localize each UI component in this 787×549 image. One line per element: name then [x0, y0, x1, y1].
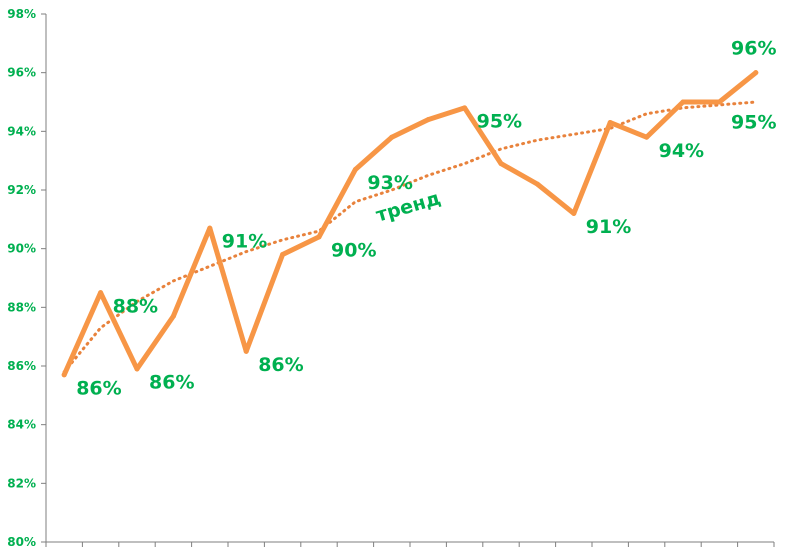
data-point	[607, 120, 613, 126]
y-tick-label: 88%	[7, 300, 36, 314]
data-label: 91%	[586, 216, 631, 238]
series-path	[61, 70, 759, 378]
data-point	[753, 70, 759, 76]
y-tick-label: 98%	[7, 7, 36, 21]
series-line	[61, 70, 759, 378]
data-point	[352, 166, 358, 172]
data-label: 86%	[76, 377, 121, 399]
y-tick-label: 84%	[7, 418, 36, 432]
y-axis-ticks: 80% 82% 84% 86% 88% 90% 92% 94% 96% 98%	[7, 7, 46, 549]
y-tick-label: 80%	[7, 535, 36, 549]
data-point	[462, 105, 468, 111]
data-label: 88%	[113, 295, 158, 317]
data-label: 96%	[731, 37, 776, 59]
data-point	[534, 181, 540, 187]
data-point	[207, 225, 213, 231]
data-point	[498, 161, 504, 167]
y-tick-label: 90%	[7, 242, 36, 256]
data-point	[98, 290, 104, 296]
data-point	[425, 117, 431, 123]
trendline-path	[62, 100, 758, 374]
data-point	[280, 252, 286, 258]
trendline-end-label: 95%	[731, 112, 776, 134]
data-labels: 86% 88% 86% 91% 86% 90% 93% 95% 91% 94% 96% 95%	[76, 37, 776, 399]
y-tick-label: 92%	[7, 183, 36, 197]
trendline: тренд	[62, 100, 758, 374]
data-point	[61, 372, 67, 378]
data-point	[571, 210, 577, 216]
data-point	[389, 134, 395, 140]
y-tick-label: 96%	[7, 66, 36, 80]
y-tick-label: 82%	[7, 476, 36, 490]
y-tick-label: 86%	[7, 359, 36, 373]
data-point	[243, 348, 249, 354]
data-label: 91%	[222, 231, 267, 253]
data-point	[680, 99, 686, 105]
data-point	[170, 313, 176, 319]
y-tick-label: 94%	[7, 124, 36, 138]
data-label: 86%	[149, 372, 194, 394]
data-label: 93%	[367, 172, 412, 194]
data-label: 86%	[258, 354, 303, 376]
data-label: 95%	[477, 110, 522, 132]
data-point	[716, 99, 722, 105]
axes	[45, 14, 775, 547]
data-label: 94%	[659, 140, 704, 162]
data-point	[316, 234, 322, 240]
data-point	[134, 366, 140, 372]
data-label: 90%	[331, 240, 376, 262]
data-point	[644, 134, 650, 140]
